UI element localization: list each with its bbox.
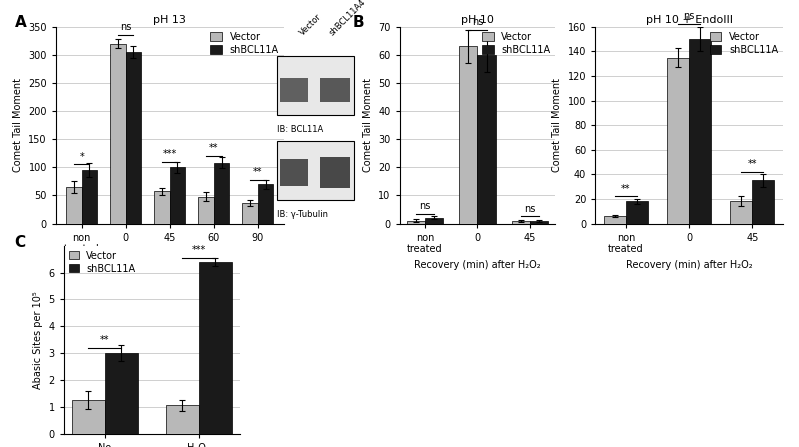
Text: **: ** (100, 335, 109, 345)
Bar (689, 39, 711, 224)
Bar (478, 55, 495, 224)
Bar (604, 216, 626, 224)
Text: **: ** (253, 167, 263, 177)
Bar (667, 58, 689, 224)
Bar (258, 184, 273, 224)
Text: *: * (79, 152, 84, 161)
Legend: Vector, shBCL11A: Vector, shBCL11A (69, 251, 135, 274)
Bar (199, 262, 232, 434)
FancyBboxPatch shape (277, 56, 354, 115)
Y-axis label: Comet Tail Moment: Comet Tail Moment (13, 78, 22, 172)
Text: ns: ns (419, 201, 431, 211)
Bar (214, 163, 229, 224)
Text: ***: *** (163, 149, 177, 159)
Bar (110, 44, 125, 224)
Text: IB: BCL11A: IB: BCL11A (277, 125, 324, 134)
Text: IB: γ-Tubulin: IB: γ-Tubulin (277, 210, 328, 219)
Legend: Vector, shBCL11A: Vector, shBCL11A (710, 32, 778, 55)
Title: pH 13: pH 13 (153, 15, 186, 25)
Text: C: C (14, 235, 26, 249)
Bar (730, 201, 753, 224)
Bar (81, 170, 97, 224)
Text: **: ** (621, 184, 630, 194)
Legend: Vector, shBCL11A: Vector, shBCL11A (210, 32, 279, 55)
Text: **: ** (748, 159, 757, 169)
Bar (626, 201, 648, 224)
Bar (242, 202, 258, 224)
X-axis label: Recovery (min) after H₂O₂: Recovery (min) after H₂O₂ (414, 260, 541, 270)
Text: ***: *** (192, 245, 206, 255)
Text: ns: ns (524, 203, 535, 214)
Y-axis label: Abasic Sites per 10⁵: Abasic Sites per 10⁵ (33, 291, 43, 388)
Text: B: B (352, 15, 364, 30)
Text: ns: ns (683, 12, 695, 21)
Bar (125, 52, 141, 224)
Y-axis label: Comet Tail Moment: Comet Tail Moment (552, 78, 562, 172)
X-axis label: Recovery (min) after H₂O₂: Recovery (min) after H₂O₂ (626, 260, 753, 270)
Bar (154, 191, 169, 224)
Title: pH 10: pH 10 (461, 15, 494, 25)
FancyBboxPatch shape (280, 159, 308, 186)
FancyBboxPatch shape (277, 141, 354, 200)
X-axis label: Recovery (min) after H₂O₂: Recovery (min) after H₂O₂ (106, 260, 233, 270)
Y-axis label: Comet Tail Moment: Comet Tail Moment (363, 78, 372, 172)
FancyBboxPatch shape (320, 156, 350, 188)
Bar (72, 400, 105, 434)
Bar (530, 221, 548, 224)
Bar (169, 167, 185, 224)
Text: Vector: Vector (298, 12, 324, 37)
Bar (407, 221, 425, 224)
Text: A: A (15, 15, 26, 30)
Bar (66, 187, 81, 224)
FancyBboxPatch shape (280, 78, 308, 101)
Bar (425, 218, 443, 224)
Title: pH 10 + EndoIII: pH 10 + EndoIII (646, 15, 733, 25)
Bar (105, 353, 137, 434)
Bar (511, 221, 530, 224)
Text: **: ** (209, 143, 219, 153)
Legend: Vector, shBCL11A: Vector, shBCL11A (482, 32, 551, 55)
Bar (459, 46, 478, 224)
FancyBboxPatch shape (320, 78, 350, 101)
Bar (166, 405, 199, 434)
Bar (198, 197, 214, 224)
Text: shBCL11A4: shBCL11A4 (328, 0, 368, 37)
Bar (753, 181, 774, 224)
Text: ns: ns (120, 22, 131, 32)
Text: ns: ns (471, 17, 483, 27)
